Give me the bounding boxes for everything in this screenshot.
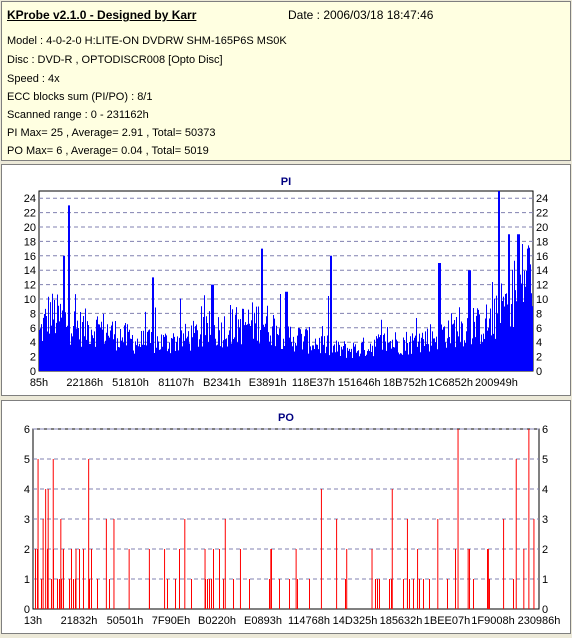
y-tick-label-left: 8 <box>30 308 36 320</box>
y-tick-label-left: 1 <box>24 574 30 586</box>
y-tick-label-left: 2 <box>30 352 36 364</box>
y-tick-label-left: 3 <box>24 514 30 526</box>
y-tick-label-left: 12 <box>24 280 36 292</box>
x-tick-label: B2341h <box>203 377 241 389</box>
y-tick-label-left: 16 <box>24 251 36 263</box>
y-tick-label-right: 0 <box>542 604 548 616</box>
y-tick-label-left: 24 <box>24 193 36 205</box>
data-bars <box>39 191 533 371</box>
y-tick-label-left: 22 <box>24 208 36 220</box>
y-tick-label-right: 12 <box>536 280 548 292</box>
info-model: Model : 4-0-2-0 H:LITE-ON DVDRW SHM-165P… <box>7 35 287 47</box>
x-tick-label: 14D325h <box>333 615 378 627</box>
y-tick-label-right: 10 <box>536 294 548 306</box>
y-tick-label-left: 4 <box>24 484 30 496</box>
info-speed: Speed : 4x <box>7 73 60 85</box>
y-tick-label-right: 16 <box>536 251 548 263</box>
x-tick-label: 18B752h <box>383 377 427 389</box>
y-tick-label-left: 20 <box>24 222 36 234</box>
y-tick-label-right: 20 <box>536 222 548 234</box>
info-panel: KProbe v2.1.0 - Designed by Karr Date : … <box>1 1 571 161</box>
y-tick-label-right: 18 <box>536 236 548 248</box>
x-tick-label: 1C6852h <box>428 377 473 389</box>
x-tick-label: 114768h <box>288 615 330 627</box>
y-tick-label-right: 14 <box>536 265 548 277</box>
info-pi: PI Max= 25 , Average= 2.91 , Total= 5037… <box>7 127 216 139</box>
x-tick-label: 200949h <box>475 377 518 389</box>
x-tick-label: B0220h <box>198 615 236 627</box>
x-tick-label: 51810h <box>112 377 149 389</box>
info-disc: Disc : DVD-R , OPTODISCR008 [Opto Disc] <box>7 54 223 66</box>
y-tick-label-right: 4 <box>536 337 542 349</box>
y-tick-label-left: 10 <box>24 294 36 306</box>
x-tick-label: 21832h <box>61 615 98 627</box>
x-tick-label: 22186h <box>66 377 103 389</box>
y-tick-label-right: 6 <box>536 323 542 335</box>
x-tick-label: 7F90Eh <box>152 615 191 627</box>
po-chart: PO 0 0 1 1 2 2 3 3 4 4 5 5 6 6 13h 21832h 50501h 7F90Eh B02… <box>24 412 561 627</box>
chart-title: PO <box>278 412 294 424</box>
y-tick-label-right: 1 <box>542 574 548 586</box>
y-tick-label-left: 2 <box>24 544 30 556</box>
y-tick-label-right: 2 <box>536 352 542 364</box>
y-tick-label-right: 24 <box>536 193 548 205</box>
info-po: PO Max= 6 , Average= 0.04 , Total= 5019 <box>7 145 209 157</box>
x-tick-label: E0893h <box>244 615 282 627</box>
chart-title: PI <box>281 176 291 188</box>
x-tick-label: 50501h <box>107 615 144 627</box>
y-tick-label-right: 6 <box>542 424 548 436</box>
po-chart-panel: PO 0 0 1 1 2 2 3 3 4 4 5 5 6 6 13h 21832h 50501h 7F90Eh B02… <box>1 400 571 634</box>
y-tick-label-right: 5 <box>542 454 548 466</box>
x-tick-label: 185632h <box>380 615 423 627</box>
x-tick-label: 151646h <box>338 377 381 389</box>
x-tick-label: 118E37h <box>292 377 335 389</box>
y-tick-label-left: 18 <box>24 236 36 248</box>
x-tick-label: 81107h <box>158 377 194 389</box>
y-tick-label-right: 4 <box>542 484 548 496</box>
y-tick-label-left: 0 <box>24 604 30 616</box>
y-tick-label-left: 6 <box>30 323 36 335</box>
info-ecc: ECC blocks sum (PI/PO) : 8/1 <box>7 91 153 103</box>
y-tick-label-left: 14 <box>24 265 36 277</box>
y-tick-label-left: 6 <box>24 424 30 436</box>
data-bars <box>35 429 535 609</box>
x-tick-label: 85h <box>30 377 48 389</box>
y-tick-label-left: 5 <box>24 454 30 466</box>
x-tick-label: 1BEE07h <box>424 615 470 627</box>
x-tick-label: 230986h <box>518 615 561 627</box>
y-tick-label-right: 22 <box>536 208 548 220</box>
x-tick-label: E3891h <box>249 377 287 389</box>
scan-date: Date : 2006/03/18 18:47:46 <box>288 8 434 22</box>
y-tick-label-right: 8 <box>536 308 542 320</box>
y-tick-label-right: 0 <box>536 366 542 378</box>
y-tick-label-left: 4 <box>30 337 36 349</box>
y-tick-label-right: 3 <box>542 514 548 526</box>
y-tick-label-right: 2 <box>542 544 548 556</box>
info-range: Scanned range : 0 - 231162h <box>7 109 149 121</box>
app-title: KProbe v2.1.0 - Designed by Karr <box>7 8 197 22</box>
x-tick-label: 13h <box>24 615 42 627</box>
y-tick-label-left: 0 <box>30 366 36 378</box>
x-tick-label: 1F9008h <box>471 615 514 627</box>
pi-chart-panel: PI 0 0 2 2 4 4 6 6 8 8 10 10 12 12 14 14 16 16 18 18 20 20 22 22… <box>1 164 571 396</box>
